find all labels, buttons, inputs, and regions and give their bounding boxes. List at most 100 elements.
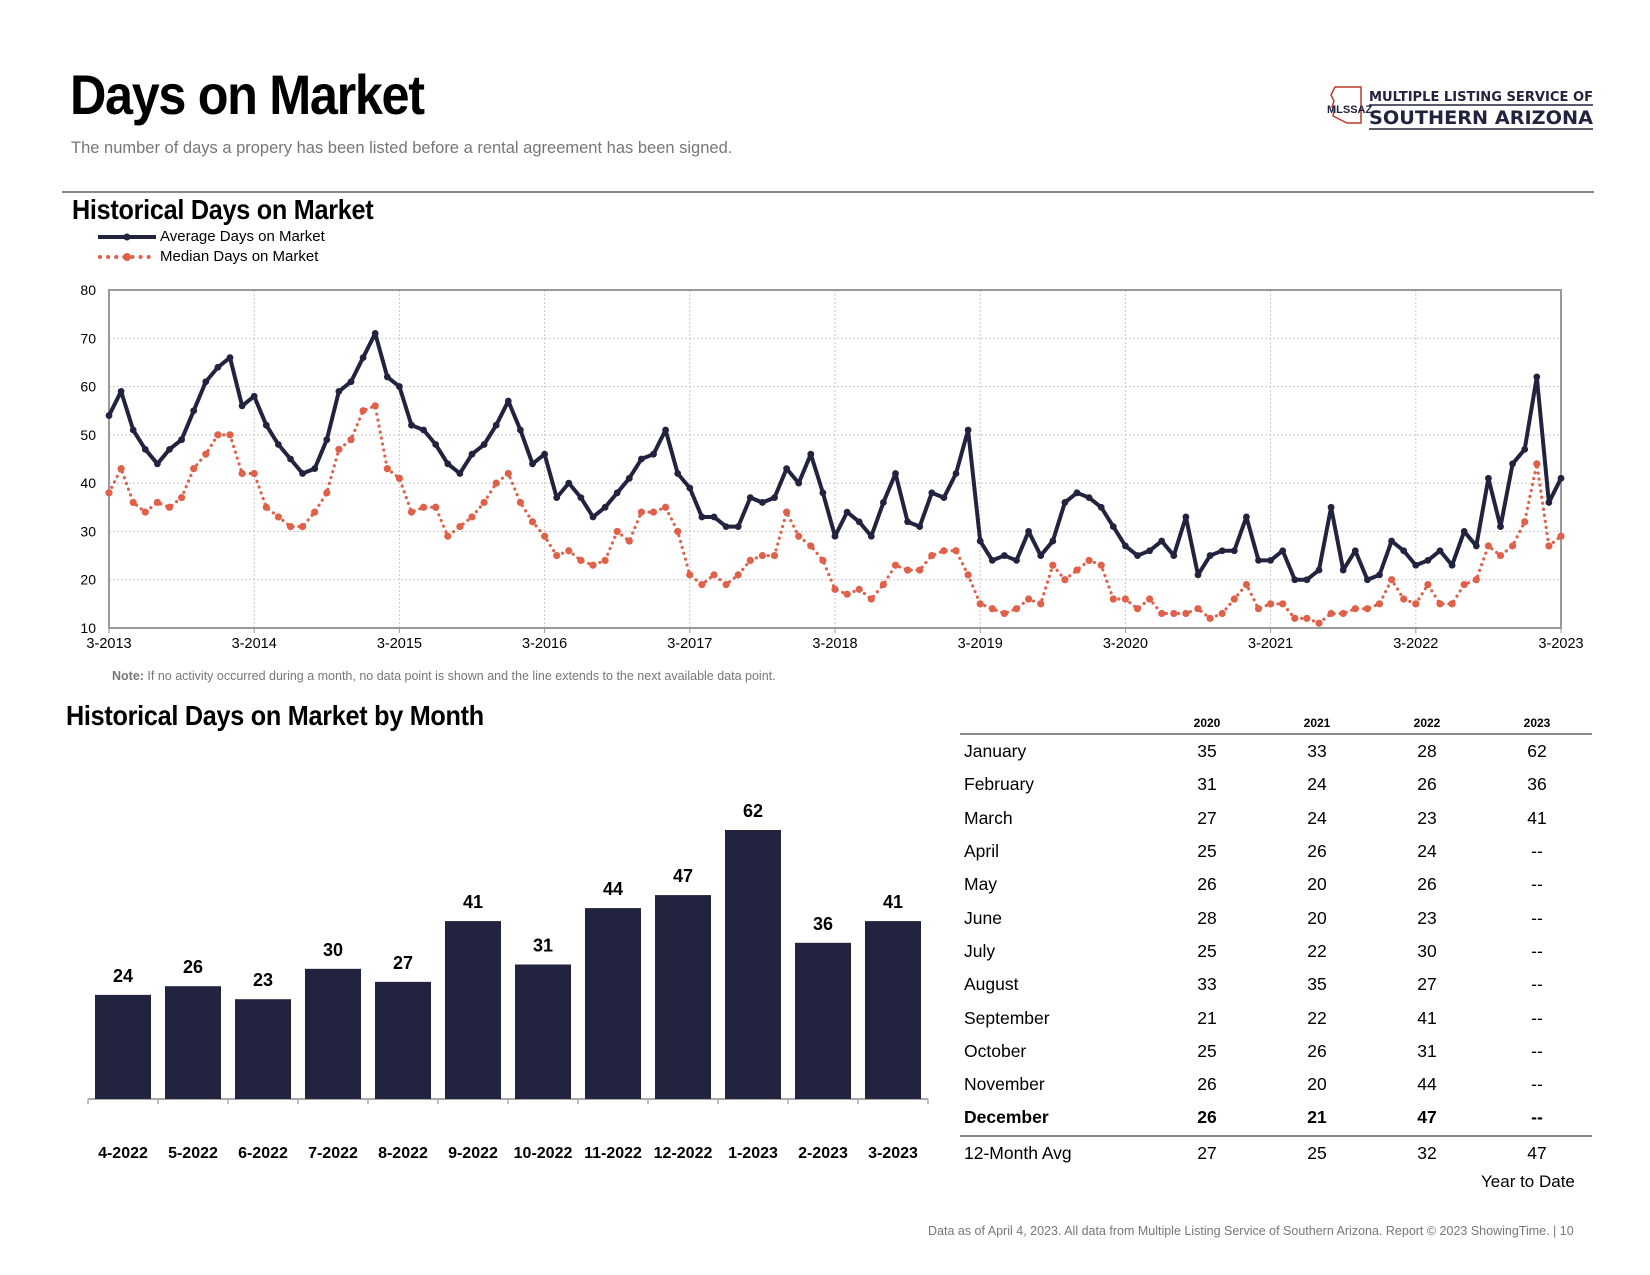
table-value-cell: 26 — [1197, 874, 1217, 895]
legend-average-label: Average Days on Market — [160, 228, 325, 245]
average-point — [311, 465, 319, 473]
average-point — [565, 479, 573, 487]
average-point — [1557, 474, 1565, 482]
average-point — [589, 513, 597, 521]
y-tick-label: 50 — [80, 427, 96, 443]
table-value-cell: -- — [1531, 1074, 1543, 1095]
bar — [445, 921, 501, 1099]
average-point — [517, 426, 524, 434]
median-point — [686, 571, 694, 579]
median-point — [577, 556, 585, 564]
average-point — [831, 532, 839, 540]
average-point — [698, 513, 706, 521]
bar-value-label: 23 — [253, 970, 273, 990]
median-point — [117, 465, 125, 473]
table-row: May 26 20 26 -- — [960, 868, 1592, 901]
average-point — [492, 421, 500, 429]
table-value-cell: 33 — [1197, 974, 1217, 995]
median-point — [674, 527, 682, 536]
median-point — [311, 508, 319, 516]
chart-note: Note: If no activity occurred during a m… — [112, 669, 776, 683]
median-point — [1049, 561, 1057, 569]
average-point — [904, 518, 911, 526]
note-label: Note: — [112, 669, 144, 683]
median-point — [601, 556, 609, 564]
table-value-cell: 62 — [1527, 741, 1547, 762]
logo-line2: SOUTHERN ARIZONA — [1369, 107, 1593, 129]
median-point — [1339, 609, 1347, 618]
average-point — [347, 378, 355, 386]
median-point — [831, 585, 839, 593]
median-point — [347, 436, 355, 444]
average-point — [722, 523, 730, 530]
average-point — [1376, 571, 1383, 579]
average-point — [1158, 537, 1166, 545]
average-point — [734, 523, 742, 530]
table-value-cell: 26 — [1197, 1074, 1217, 1095]
median-point — [843, 590, 851, 598]
average-point — [1001, 552, 1008, 559]
year-to-date-label: Year to Date — [1481, 1172, 1575, 1191]
average-point — [795, 479, 803, 487]
median-point — [178, 494, 186, 502]
median-point — [855, 585, 863, 593]
legend-solid-line-icon — [98, 233, 156, 241]
days-on-market-table: 2020 2021 2022 2023 January 35 33 28 62 Febru… — [960, 713, 1592, 1170]
median-point — [1242, 580, 1250, 589]
average-point — [1182, 513, 1190, 521]
note-text: If no activity occurred during a month, … — [143, 669, 776, 683]
table-value-cell: -- — [1531, 907, 1543, 928]
bar-category-label: 3-2023 — [868, 1145, 918, 1162]
average-point — [202, 378, 210, 386]
median-point — [1267, 600, 1275, 608]
median-point — [637, 508, 646, 516]
table-value-cell: 28 — [1197, 907, 1217, 928]
table-row: June 28 20 23 -- — [960, 901, 1592, 934]
average-point — [601, 503, 609, 511]
y-tick-label: 20 — [80, 572, 96, 588]
average-point — [1170, 552, 1178, 559]
table-body: January 35 33 28 62 February 31 24 26 36 March 27 24… — [960, 734, 1592, 1170]
average-point — [1460, 528, 1468, 535]
average-point — [1315, 566, 1323, 574]
bar — [865, 921, 921, 1099]
average-point — [250, 392, 258, 400]
median-point — [1496, 551, 1505, 560]
median-point — [1509, 542, 1517, 550]
table-value-cell: 20 — [1307, 874, 1327, 895]
average-point — [783, 465, 790, 473]
average-point — [1339, 566, 1347, 574]
median-point — [395, 474, 403, 482]
historical-chart-title: Historical Days on Market — [72, 194, 374, 225]
median-point — [819, 556, 827, 564]
median-point — [553, 551, 561, 560]
median-point — [1472, 576, 1480, 584]
median-point — [1085, 556, 1093, 564]
median-point — [371, 402, 379, 410]
table-value-cell: 26 — [1307, 1040, 1327, 1061]
median-point — [1557, 532, 1565, 540]
median-point — [1158, 609, 1166, 618]
average-point — [1109, 523, 1117, 530]
median-point — [589, 561, 597, 569]
median-point — [1073, 566, 1081, 574]
median-point — [1194, 605, 1202, 613]
table-value-cell: 44 — [1417, 1074, 1437, 1095]
median-point — [565, 547, 573, 555]
average-point — [940, 494, 948, 502]
median-point — [1279, 600, 1287, 608]
bar-category-label: 8-2022 — [378, 1145, 428, 1162]
average-point — [529, 460, 536, 468]
median-point — [879, 580, 888, 589]
median-point — [1012, 605, 1021, 613]
median-point — [1424, 580, 1432, 589]
y-tick-label: 80 — [80, 282, 96, 298]
average-point — [141, 445, 149, 453]
average-point — [1400, 547, 1408, 555]
bar-value-label: 31 — [533, 936, 553, 956]
median-point — [1315, 619, 1323, 627]
average-point — [1218, 547, 1226, 555]
average-point — [371, 330, 379, 337]
median-point — [105, 489, 113, 497]
table-value-cell: 24 — [1307, 807, 1327, 828]
